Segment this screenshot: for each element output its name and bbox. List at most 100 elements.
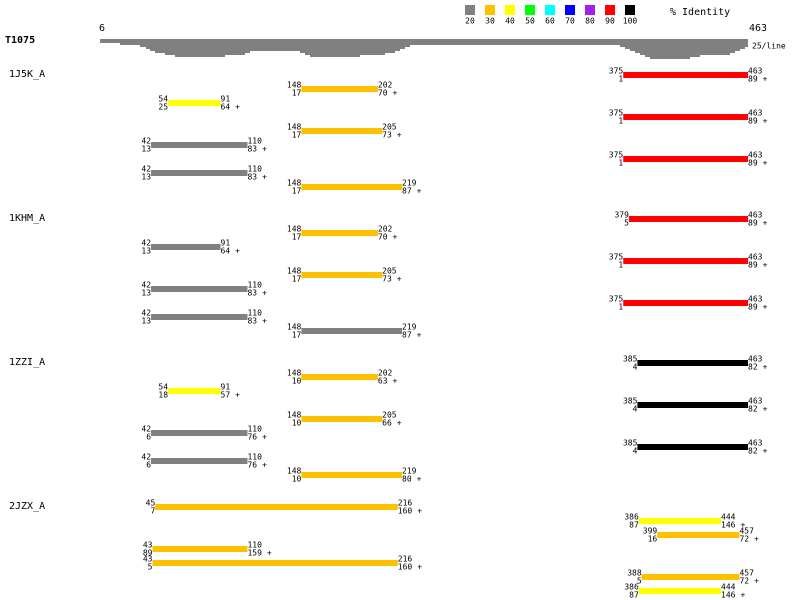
- query-end-label: 463: [748, 295, 763, 304]
- template-end-label: 83: [247, 145, 257, 154]
- legend-swatch: [505, 5, 515, 15]
- query-end-label: 110: [247, 541, 262, 550]
- query-end-label: 110: [247, 165, 262, 174]
- template-end-label: 73: [382, 131, 392, 140]
- legend-label: 40: [505, 17, 515, 26]
- template-name: 1KHM_A: [9, 213, 45, 224]
- query-start-label: 375: [609, 151, 624, 160]
- template-start-label: 18: [158, 391, 168, 400]
- query-end-label: 202: [378, 81, 393, 90]
- hit-bar: [628, 216, 748, 222]
- hit-bar: [168, 388, 221, 394]
- template-start-label: 13: [141, 173, 151, 182]
- strand: +: [763, 75, 768, 84]
- template-end-label: 76: [247, 461, 257, 470]
- hit-bar: [637, 444, 748, 450]
- template-end-label: 76: [247, 433, 257, 442]
- template-start-label: 10: [292, 377, 302, 386]
- query-start: 6: [99, 23, 105, 34]
- query-start-label: 54: [158, 383, 168, 392]
- query-start-label: 148: [287, 267, 302, 276]
- strand: +: [393, 377, 398, 386]
- template-end-label: 82: [748, 447, 758, 456]
- hit-bar: [637, 402, 748, 408]
- query-end-label: 219: [402, 467, 417, 476]
- template-start-label: 6: [146, 461, 151, 470]
- query-end-label: 216: [398, 499, 413, 508]
- strand: +: [763, 261, 768, 270]
- template-end-label: 83: [247, 173, 257, 182]
- hit-bar: [623, 72, 748, 78]
- template-end-label: 82: [748, 405, 758, 414]
- template-start-label: 16: [648, 535, 658, 544]
- template-start-label: 7: [150, 507, 155, 516]
- query-start-label: 148: [287, 411, 302, 420]
- strand: +: [235, 103, 240, 112]
- template-end-label: 66: [382, 419, 392, 428]
- query-start-label: 42: [141, 425, 151, 434]
- strand: +: [397, 419, 402, 428]
- query-start-label: 42: [141, 239, 151, 248]
- legend-swatch: [485, 5, 495, 15]
- strand: +: [235, 247, 240, 256]
- query-end-label: 91: [221, 239, 231, 248]
- legend-label: 60: [545, 17, 555, 26]
- hit-bar: [657, 532, 740, 538]
- hit-bar: [638, 518, 722, 524]
- strand: +: [262, 289, 267, 298]
- strand: +: [417, 563, 422, 572]
- template-start-label: 5: [637, 577, 642, 586]
- legend-swatch: [465, 5, 475, 15]
- strand: +: [763, 363, 768, 372]
- strand: +: [393, 89, 398, 98]
- query-start-label: 399: [643, 527, 658, 536]
- query-start-label: 42: [141, 453, 151, 462]
- template-start-label: 4: [633, 405, 638, 414]
- strand: +: [397, 275, 402, 284]
- query-end-label: 463: [748, 211, 763, 220]
- strand: +: [393, 233, 398, 242]
- template-start-label: 1: [618, 117, 623, 126]
- template-start-label: 87: [629, 521, 639, 530]
- template-end-label: 82: [748, 363, 758, 372]
- template-end-label: 64: [221, 247, 231, 256]
- query-end-label: 110: [247, 281, 262, 290]
- query-start-label: 385: [623, 355, 638, 364]
- strand: +: [417, 507, 422, 516]
- legend-label: 50: [525, 17, 535, 26]
- query-end-label: 463: [748, 439, 763, 448]
- strand: +: [262, 461, 267, 470]
- strand: +: [235, 391, 240, 400]
- template-start-label: 13: [141, 145, 151, 154]
- hit-bar: [301, 272, 383, 278]
- query-end-label: 205: [382, 267, 397, 276]
- legend-swatch: [625, 5, 635, 15]
- query-start-label: 388: [627, 569, 642, 578]
- strand: +: [262, 433, 267, 442]
- strand: +: [763, 219, 768, 228]
- query-end-label: 444: [721, 583, 736, 592]
- template-name: 2JZX_A: [9, 501, 45, 512]
- query-start-label: 386: [624, 583, 639, 592]
- strand: +: [417, 331, 422, 340]
- template-start-label: 5: [624, 219, 629, 228]
- query-end-label: 216: [398, 555, 413, 564]
- query-end-label: 110: [247, 425, 262, 434]
- query-end-label: 219: [402, 179, 417, 188]
- query-end-label: 110: [247, 309, 262, 318]
- template-start-label: 1: [618, 159, 623, 168]
- template-end-label: 89: [748, 117, 758, 126]
- query-start-label: 386: [624, 513, 639, 522]
- query-end-label: 202: [378, 225, 393, 234]
- query-end-label: 110: [247, 137, 262, 146]
- template-end-label: 89: [748, 303, 758, 312]
- hit-bar: [301, 328, 403, 334]
- template-end-label: 73: [382, 275, 392, 284]
- legend-label: 70: [565, 17, 575, 26]
- template-start-label: 1: [618, 75, 623, 84]
- legend-label: 20: [465, 17, 475, 26]
- scale-note: 25/line: [752, 42, 786, 51]
- strand: +: [763, 405, 768, 414]
- legend-swatch: [605, 5, 615, 15]
